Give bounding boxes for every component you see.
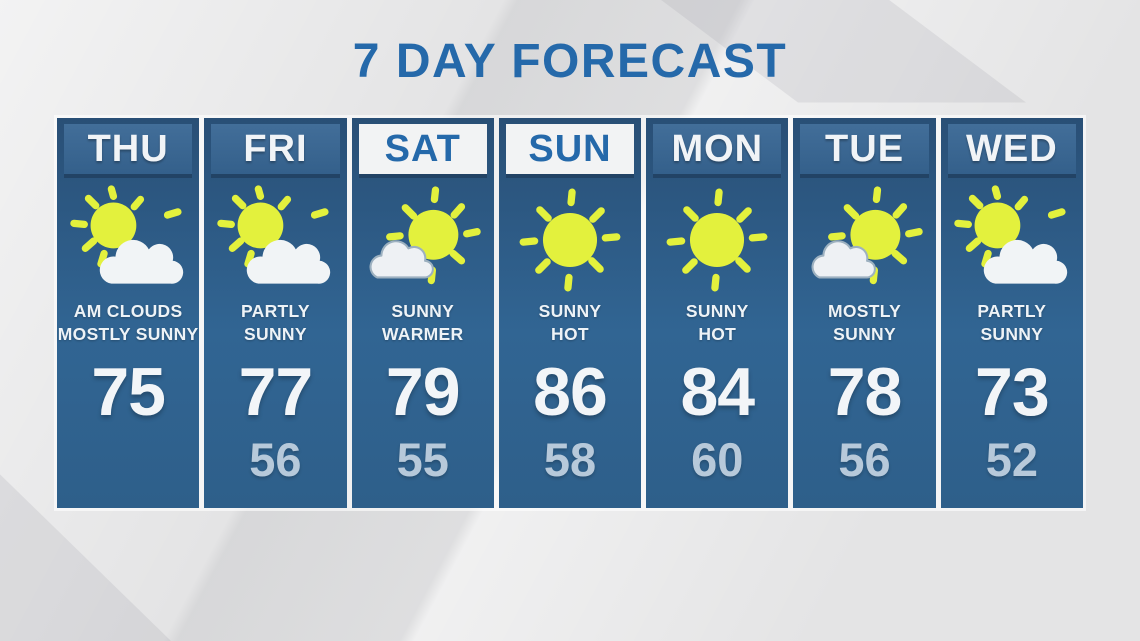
weather-icon-wrap [654,188,780,292]
weather-icon-wrap [949,188,1075,292]
condition-line: HOT [698,324,737,344]
high-temp: 86 [533,354,608,430]
low-temp: 56 [249,433,302,486]
condition-text: PARTLY SUNNY [977,300,1046,348]
high-temp: 84 [680,354,755,430]
condition-text: MOSTLY SUNNY [828,300,901,348]
condition-line: MOSTLY SUNNY [57,324,199,344]
day-column-thu: THU AM CLOUDS MOSTLY SUNNY 75 [57,118,200,508]
high-temp: 73 [975,354,1050,430]
condition-line: SUNNY [538,301,602,321]
condition-line: PARTLY [977,301,1047,321]
low-temp: 56 [838,433,891,486]
day-label: WED [947,124,1076,174]
condition-text: PARTLY SUNNY [241,300,310,348]
high-temp: 78 [827,354,903,430]
condition-text: SUNNY HOT [686,300,749,348]
low-temp: 55 [396,433,449,486]
day-column-fri: FRI PARTLY SUNNY 77 56 [204,118,347,508]
condition-line: SUNNY [833,324,896,344]
sun-icon [507,188,633,292]
day-label: SAT [358,124,487,174]
weather-icon-wrap [212,188,338,292]
condition-line: SUNNY [980,324,1044,344]
sun-behind-cloud-icon [949,188,1075,292]
sun-behind-cloud-icon [65,188,191,292]
condition-line: PARTLY [240,301,310,321]
weather-icon-wrap [360,188,486,292]
condition-text: AM CLOUDS MOSTLY SUNNY [58,300,199,348]
high-temp: 77 [238,354,314,430]
day-label: MON [653,124,782,174]
day-column-sat: SAT SUNNY WARMER 79 55 [351,118,494,508]
high-temp: 75 [91,354,166,430]
condition-line: SUNNY [685,301,749,321]
high-temp: 79 [385,354,461,430]
day-column-wed: WED PARTLY SUNNY 73 52 [940,118,1083,508]
day-label: TUE [800,124,929,174]
day-column-sun: SUN SUNNY HOT 86 58 [498,118,642,508]
low-temp: 52 [985,433,1038,486]
condition-line: SUNNY [391,301,455,321]
day-column-mon: MON SUNNY HOT 84 60 [646,118,789,508]
day-column-tue: TUE MOSTLY SUNNY 78 56 [793,118,936,508]
weather-icon-wrap [802,188,928,292]
weather-icon-wrap [65,188,191,292]
low-temp: 60 [691,433,744,486]
sun-behind-cloud-icon [212,188,338,292]
day-label: SUN [505,124,635,174]
condition-text: SUNNY WARMER [382,300,464,348]
day-label: THU [64,124,193,174]
forecast-panel: THU AM CLOUDS MOSTLY SUNNY 75 FRI PARTLY… [54,115,1086,511]
condition-line: AM CLOUDS [73,301,183,321]
condition-line: WARMER [381,324,464,344]
low-temp: 58 [543,433,597,486]
page-title: 7 DAY FORECAST [352,35,788,88]
sun-icon [654,188,780,292]
condition-line: MOSTLY [827,301,902,321]
condition-line: SUNNY [244,324,307,344]
weather-icon-wrap [507,188,633,292]
condition-line: HOT [551,324,589,344]
condition-text: SUNNY HOT [539,300,602,348]
day-label: FRI [211,124,340,174]
sun-small-cloud-icon [802,188,928,292]
sun-small-cloud-icon [360,188,486,292]
